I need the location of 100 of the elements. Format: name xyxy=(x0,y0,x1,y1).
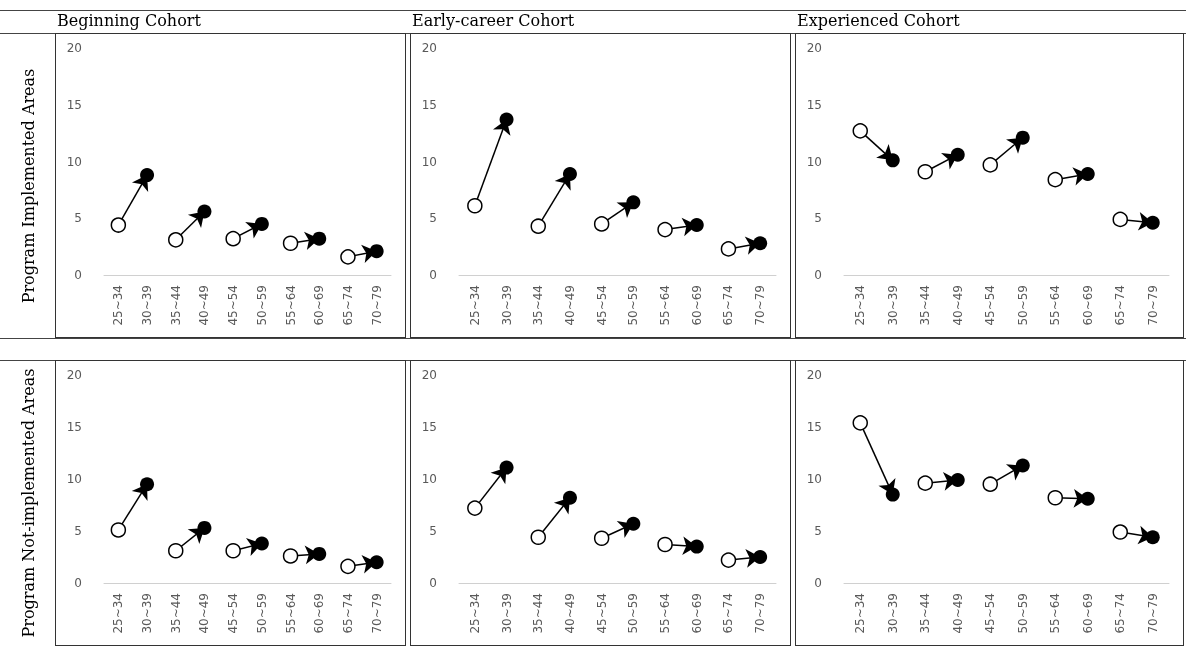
point xyxy=(197,204,212,219)
x-tick-label: 50~59 xyxy=(626,285,641,326)
x-tick-label: 60~69 xyxy=(1080,285,1095,326)
y-tick-label: 0 xyxy=(74,268,82,282)
x-tick-label: 25~34 xyxy=(111,285,126,326)
point xyxy=(282,548,299,564)
y-axis-title: Program Implemented Areas xyxy=(18,68,38,303)
point xyxy=(282,235,299,251)
point xyxy=(1080,166,1095,181)
y-tick-label: 10 xyxy=(421,154,437,169)
point xyxy=(657,536,673,553)
x-tick-label: 65~74 xyxy=(1113,593,1128,634)
point xyxy=(689,539,704,554)
y-tick-label: 10 xyxy=(66,154,82,169)
y-tick-label: 20 xyxy=(806,41,822,55)
x-tick-label: 30~39 xyxy=(140,593,155,634)
y-tick-label: 5 xyxy=(429,524,437,538)
point xyxy=(467,198,483,214)
point xyxy=(950,147,965,162)
x-tick-label: 65~74 xyxy=(340,593,355,634)
point xyxy=(1047,171,1063,188)
x-tick-label: 45~54 xyxy=(594,593,609,634)
y-tick-label: 10 xyxy=(806,154,822,169)
point xyxy=(140,477,155,492)
point xyxy=(982,157,998,173)
point xyxy=(593,216,610,232)
point xyxy=(168,543,184,559)
y-tick-label: 0 xyxy=(429,576,437,590)
point xyxy=(340,558,356,575)
y-tick-label: 0 xyxy=(74,576,82,590)
y-tick-label: 10 xyxy=(806,472,822,486)
point xyxy=(1112,211,1128,228)
x-tick-label: 25~34 xyxy=(853,285,868,326)
x-tick-label: 65~74 xyxy=(721,593,736,634)
x-tick-label: 35~44 xyxy=(168,285,183,326)
point xyxy=(499,112,514,127)
point xyxy=(530,529,546,545)
y-tick-label: 15 xyxy=(66,97,82,112)
x-tick-label: 45~54 xyxy=(983,285,998,326)
y-tick-label: 5 xyxy=(74,211,82,226)
point xyxy=(917,475,933,491)
point xyxy=(1047,489,1063,506)
x-tick-label: 40~49 xyxy=(562,285,577,326)
x-tick-label: 25~34 xyxy=(467,285,482,326)
x-tick-label: 30~39 xyxy=(499,285,514,326)
x-tick-label: 55~64 xyxy=(658,285,673,326)
point xyxy=(369,555,384,570)
x-tick-label: 70~79 xyxy=(753,285,768,326)
y-tick-label: 10 xyxy=(421,472,437,486)
point xyxy=(197,520,212,535)
point xyxy=(950,473,965,488)
x-tick-label: 30~39 xyxy=(885,593,900,634)
x-tick-label: 25~34 xyxy=(111,593,126,634)
y-tick-label: 20 xyxy=(66,368,82,382)
x-tick-label: 35~44 xyxy=(918,285,933,326)
point xyxy=(1145,215,1160,230)
x-tick-label: 65~74 xyxy=(721,285,736,326)
point xyxy=(917,163,933,180)
y-tick-label: 20 xyxy=(806,368,822,382)
y-tick-label: 20 xyxy=(421,41,437,55)
point xyxy=(885,153,900,168)
x-tick-label: 30~39 xyxy=(499,593,514,634)
point xyxy=(225,230,241,247)
point xyxy=(168,232,184,248)
x-tick-label: 70~79 xyxy=(753,593,768,634)
point xyxy=(1145,530,1160,545)
point xyxy=(530,218,546,234)
x-tick-label: 25~34 xyxy=(853,593,868,634)
chart-title: Experienced Cohort xyxy=(797,10,960,32)
y-tick-label: 5 xyxy=(814,211,822,226)
y-tick-label: 15 xyxy=(421,97,437,112)
x-tick-label: 45~54 xyxy=(226,285,241,326)
x-tick-label: 35~44 xyxy=(531,593,546,634)
x-tick-label: 45~54 xyxy=(226,593,241,634)
point xyxy=(312,546,327,561)
point xyxy=(626,195,641,210)
point xyxy=(1015,458,1030,473)
x-tick-label: 60~69 xyxy=(689,285,704,326)
x-tick-label: 40~49 xyxy=(950,285,965,326)
x-tick-label: 40~49 xyxy=(197,593,212,634)
point xyxy=(467,500,483,516)
point xyxy=(312,231,327,246)
point xyxy=(1080,491,1095,506)
point xyxy=(720,552,737,568)
x-tick-label: 70~79 xyxy=(1145,593,1160,634)
x-tick-label: 60~69 xyxy=(689,593,704,634)
x-tick-label: 45~54 xyxy=(594,285,609,326)
x-tick-label: 35~44 xyxy=(531,285,546,326)
point xyxy=(1015,130,1030,145)
x-tick-label: 50~59 xyxy=(254,285,269,326)
point xyxy=(689,218,704,233)
x-tick-label: 70~79 xyxy=(369,285,384,326)
point xyxy=(340,249,356,265)
y-tick-label: 15 xyxy=(66,420,82,434)
point xyxy=(110,522,127,538)
point xyxy=(753,236,768,251)
x-tick-label: 70~79 xyxy=(1145,285,1160,326)
point xyxy=(369,244,384,259)
x-tick-label: 40~49 xyxy=(197,285,212,326)
y-tick-label: 15 xyxy=(806,420,822,434)
